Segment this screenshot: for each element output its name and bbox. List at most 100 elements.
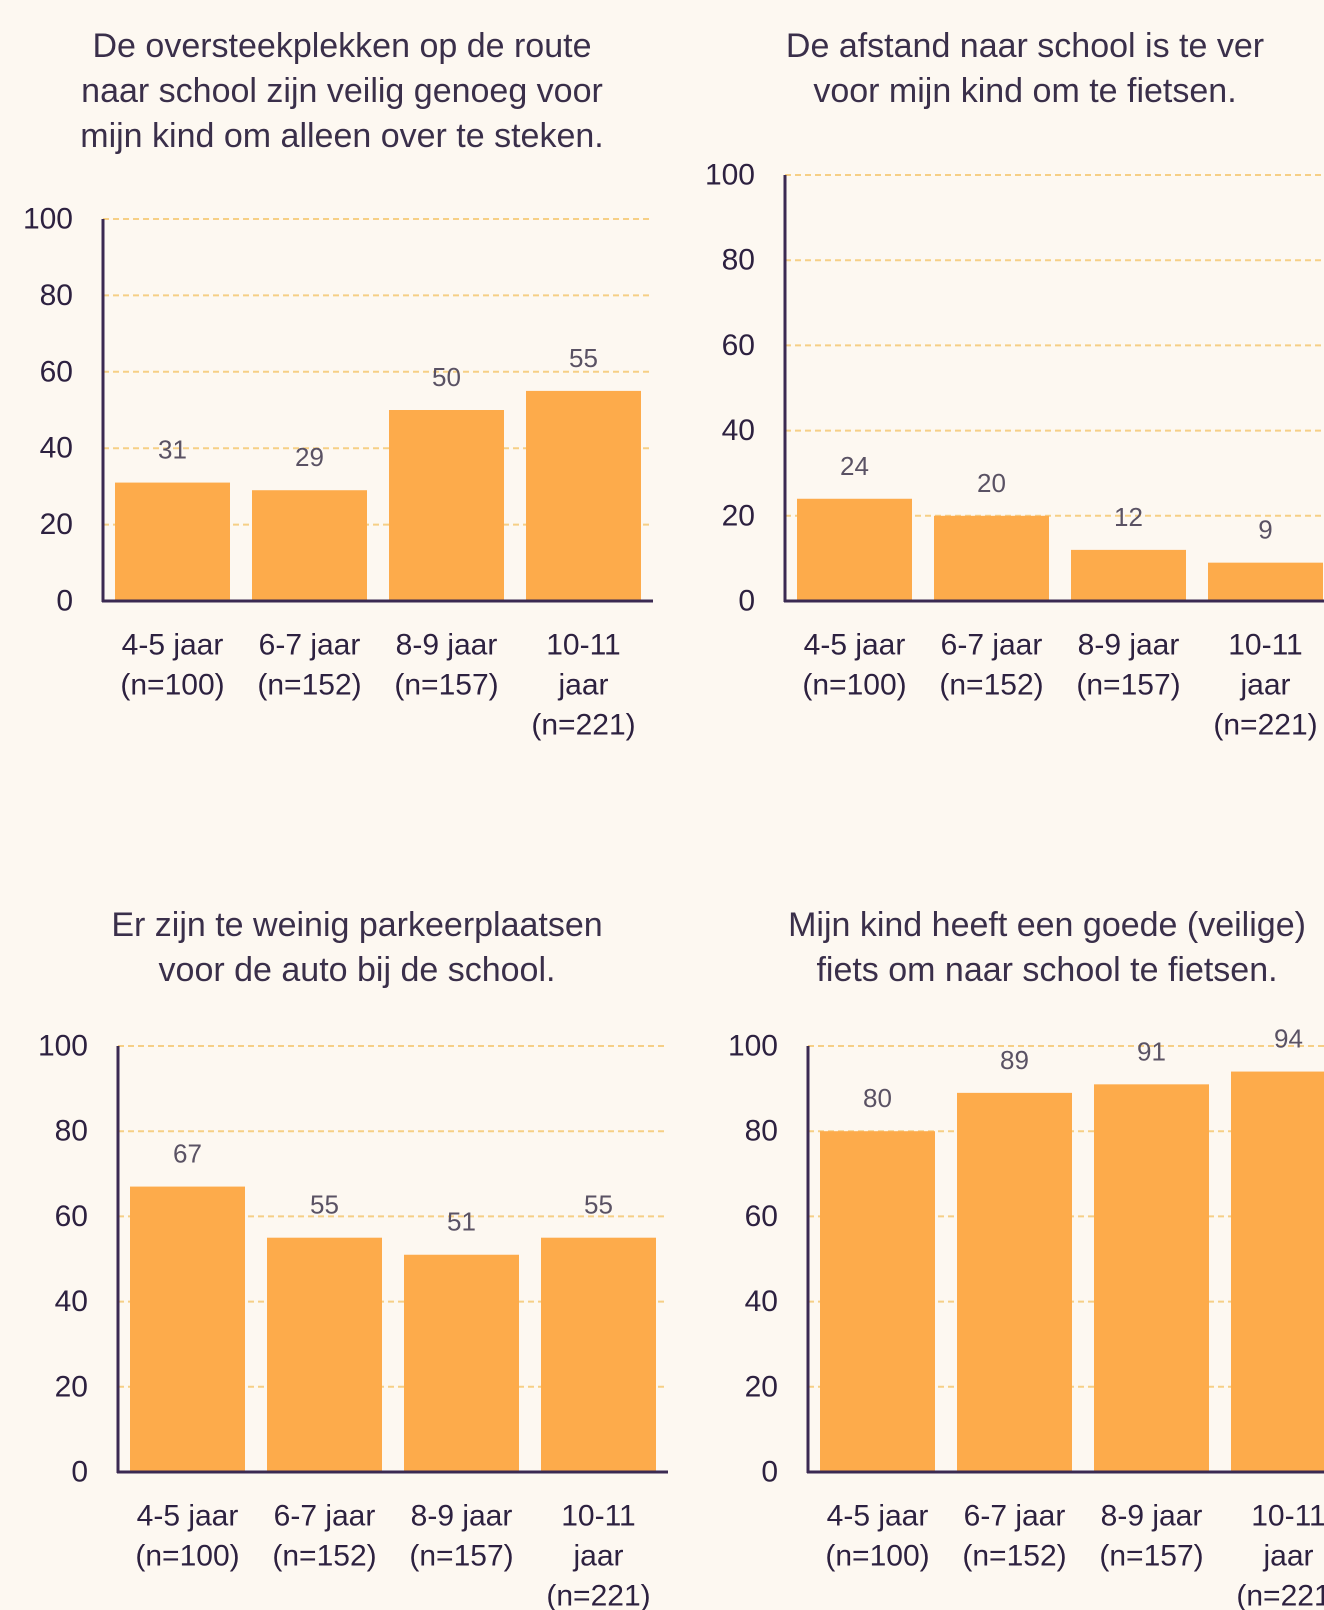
chart-3-ytick-label: 0: [71, 1456, 88, 1489]
chart-4-category-label: (n=100): [825, 1540, 929, 1573]
chart-1-ytick-label: 40: [40, 432, 73, 465]
chart-1-ytick-label: 80: [40, 279, 73, 312]
chart-3-category-label: 6-7 jaar: [274, 1500, 376, 1533]
chart-2-category-label: (n=221): [1213, 709, 1317, 742]
chart-1-title-line: naar school zijn veilig genoeg voor: [81, 72, 603, 110]
chart-1-value-label: 50: [432, 362, 461, 392]
chart-3-bar: [404, 1254, 519, 1472]
chart-4-title-line: Mijn kind heeft een goede (veilige): [788, 906, 1306, 944]
chart-4-category-label: jaar: [1262, 1540, 1313, 1573]
chart-2-bar: [797, 498, 912, 601]
chart-4-ytick-label: 60: [745, 1200, 778, 1233]
chart-1-title-line: mijn kind om alleen over te steken.: [80, 117, 603, 155]
chart-1-value-label: 55: [569, 343, 598, 373]
chart-4-value-label: 91: [1137, 1036, 1166, 1066]
chart-2-category-label: 10-11: [1228, 629, 1303, 662]
chart-2-category-label: jaar: [1239, 669, 1290, 702]
chart-3-category-label: 4-5 jaar: [137, 1500, 239, 1533]
chart-1-value-label: 31: [158, 435, 187, 465]
chart-3-title-line: Er zijn te weinig parkeerplaatsen: [111, 906, 602, 944]
chart-4-category-label: 8-9 jaar: [1101, 1500, 1203, 1533]
chart-3-category-label: 10-11: [561, 1500, 636, 1533]
chart-4-category-label: (n=152): [962, 1540, 1066, 1573]
chart-1-value-label: 29: [295, 442, 324, 472]
chart-2-category-label: 4-5 jaar: [804, 629, 906, 662]
chart-2-ytick-label: 40: [722, 414, 755, 447]
chart-3-ytick-label: 100: [38, 1030, 88, 1063]
chart-1-category-label: jaar: [557, 669, 608, 702]
chart-1-category-label: (n=221): [531, 709, 635, 742]
chart-2-value-label: 24: [840, 451, 869, 481]
chart-3-value-label: 55: [310, 1190, 339, 1220]
chart-4-ytick-label: 80: [745, 1115, 778, 1148]
chart-1-category-label: (n=157): [394, 669, 498, 702]
chart-4-category-label: 10-11: [1251, 1500, 1324, 1533]
chart-1-category-label: 4-5 jaar: [122, 629, 224, 662]
chart-2-value-label: 9: [1258, 515, 1272, 545]
chart-2-ytick-label: 60: [722, 329, 755, 362]
chart-3-bar: [541, 1237, 656, 1472]
chart-3-ytick-label: 60: [55, 1200, 88, 1233]
chart-4-bar: [1231, 1071, 1324, 1472]
chart-4-ytick-label: 20: [745, 1370, 778, 1403]
chart-4-category-label: (n=157): [1099, 1540, 1203, 1573]
chart-1-ytick-label: 20: [40, 508, 73, 541]
chart-1-category-label: 8-9 jaar: [396, 629, 498, 662]
chart-2-category-label: 8-9 jaar: [1078, 629, 1180, 662]
chart-2-value-label: 20: [977, 468, 1006, 498]
chart-2-category-label: (n=152): [939, 669, 1043, 702]
chart-2-category-label: (n=100): [802, 669, 906, 702]
chart-2-bar: [1208, 562, 1323, 601]
chart-3-bar: [267, 1237, 382, 1472]
chart-3-ytick-label: 20: [55, 1370, 88, 1403]
chart-1-category-label: (n=152): [257, 669, 361, 702]
chart-1-category-label: 10-11: [546, 629, 621, 662]
chart-1-title-line: De oversteekplekken op de route: [93, 27, 592, 65]
chart-3-category-label: (n=152): [272, 1540, 376, 1573]
chart-2-title-line: De afstand naar school is te ver: [786, 27, 1264, 65]
chart-4-value-label: 80: [863, 1083, 892, 1113]
chart-1-ytick-label: 0: [56, 585, 73, 618]
chart-3-ytick-label: 40: [55, 1285, 88, 1318]
chart-4-category-label: 4-5 jaar: [827, 1500, 929, 1533]
chart-3-bar: [130, 1186, 245, 1472]
chart-4-ytick-label: 40: [745, 1285, 778, 1318]
chart-2-ytick-label: 80: [722, 244, 755, 277]
chart-2-category-label: 6-7 jaar: [941, 629, 1043, 662]
chart-4-category-label: 6-7 jaar: [964, 1500, 1066, 1533]
chart-1-bar: [115, 482, 230, 601]
chart-4-title-line: fiets om naar school te fietsen.: [816, 951, 1277, 989]
chart-1-category-label: 6-7 jaar: [259, 629, 361, 662]
chart-2-bar: [1071, 549, 1186, 601]
chart-1-ytick-label: 60: [40, 355, 73, 388]
chart-1-bar: [526, 390, 641, 601]
chart-4-value-label: 94: [1274, 1024, 1303, 1054]
chart-3-category-label: jaar: [572, 1540, 623, 1573]
chart-1-bar: [252, 490, 367, 601]
chart-2-ytick-label: 100: [705, 159, 755, 192]
chart-3-value-label: 51: [447, 1207, 476, 1237]
chart-1-ytick-label: 100: [23, 203, 73, 236]
chart-2-category-label: (n=157): [1076, 669, 1180, 702]
chart-4-bar: [820, 1131, 935, 1472]
chart-2-title-line: voor mijn kind om te fietsen.: [813, 72, 1236, 110]
chart-2-ytick-label: 0: [738, 585, 755, 618]
chart-3-value-label: 55: [584, 1190, 613, 1220]
chart-3-category-label: (n=100): [135, 1540, 239, 1573]
chart-1-bar: [389, 410, 504, 601]
chart-3-category-label: (n=221): [546, 1580, 650, 1610]
chart-4-bar: [1094, 1084, 1209, 1472]
chart-3-value-label: 67: [173, 1139, 202, 1169]
chart-3-ytick-label: 80: [55, 1115, 88, 1148]
chart-4-category-label: (n=221): [1236, 1580, 1324, 1610]
chart-4-bar: [957, 1092, 1072, 1472]
chart-2-bar: [934, 515, 1049, 601]
chart-2-ytick-label: 20: [722, 499, 755, 532]
chart-1-category-label: (n=100): [120, 669, 224, 702]
chart-4-ytick-label: 0: [761, 1456, 778, 1489]
chart-2-value-label: 12: [1114, 502, 1143, 532]
chart-3-title-line: voor de auto bij de school.: [159, 951, 556, 989]
chart-3-category-label: (n=157): [409, 1540, 513, 1573]
chart-4-ytick-label: 100: [728, 1030, 778, 1063]
